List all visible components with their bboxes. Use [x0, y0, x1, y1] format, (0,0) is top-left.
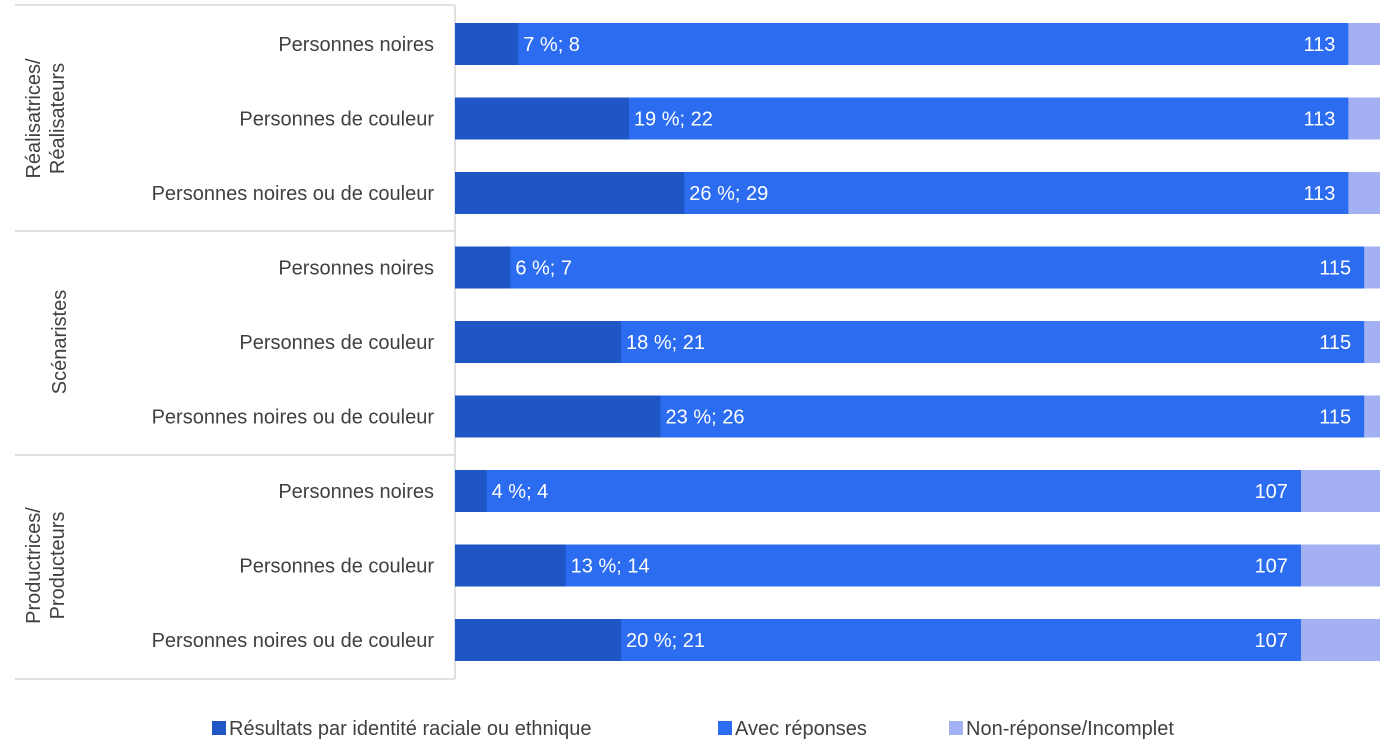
bar-resultats-identite — [455, 395, 661, 438]
bar-avec-reponses — [455, 470, 1301, 512]
data-label-total: 113 — [1303, 183, 1335, 205]
data-label-total: 115 — [1319, 258, 1351, 280]
bar-avec-reponses — [455, 23, 1349, 65]
group-label: Producteurs — [47, 512, 69, 620]
bar-resultats-identite — [455, 544, 566, 587]
bar-avec-reponses — [455, 544, 1301, 587]
data-label-identite: 7 %; 8 — [523, 34, 580, 56]
category-label: Personnes noires — [278, 481, 434, 503]
category-label: Personnes noires ou de couleur — [152, 630, 435, 652]
legend: Résultats par identité raciale ou ethniq… — [212, 718, 1174, 740]
group-label: Scénaristes — [49, 290, 71, 395]
legend-label: Non-réponse/Incomplet — [966, 718, 1174, 740]
bar-avec-reponses — [455, 246, 1365, 289]
data-label-total: 113 — [1303, 34, 1335, 56]
bar-resultats-identite — [455, 246, 511, 289]
data-label-identite: 4 %; 4 — [492, 481, 549, 503]
legend-label: Résultats par identité raciale ou ethniq… — [229, 718, 591, 740]
category-label: Personnes de couleur — [239, 109, 434, 131]
bar-resultats-identite — [455, 97, 629, 140]
category-label: Personnes noires ou de couleur — [152, 407, 435, 429]
data-label-total: 115 — [1319, 332, 1351, 354]
category-label: Personnes de couleur — [239, 556, 434, 578]
data-label-total: 107 — [1255, 556, 1288, 578]
data-label-total: 113 — [1303, 109, 1335, 131]
bar-resultats-identite — [455, 470, 487, 512]
category-label: Personnes noires — [278, 34, 434, 56]
data-label-identite: 20 %; 21 — [626, 630, 705, 652]
category-label: Personnes de couleur — [239, 332, 434, 354]
group-label: Productrices/ — [23, 507, 45, 624]
bar-resultats-identite — [455, 619, 622, 661]
legend-swatch — [212, 721, 226, 735]
category-label: Personnes noires ou de couleur — [152, 183, 435, 205]
bars-layer — [455, 23, 1380, 661]
data-label-identite: 18 %; 21 — [626, 332, 705, 354]
group-label: Réalisateurs — [47, 63, 69, 174]
legend-label: Avec réponses — [735, 718, 867, 740]
data-label-identite: 19 %; 22 — [634, 109, 713, 131]
legend-swatch — [718, 721, 732, 735]
category-label: Personnes noires — [278, 258, 434, 280]
labels-layer: Personnes noires 7 %; 8 113 Personnes de co… — [23, 34, 1351, 652]
data-label-total: 107 — [1255, 481, 1288, 503]
data-label-identite: 13 %; 14 — [571, 556, 650, 578]
data-label-identite: 26 %; 29 — [689, 183, 768, 205]
data-label-total: 107 — [1255, 630, 1288, 652]
legend-swatch — [949, 721, 963, 735]
bar-resultats-identite — [455, 172, 685, 214]
bar-resultats-identite — [455, 23, 519, 65]
group-label: Réalisatrices/ — [23, 58, 45, 178]
data-label-identite: 6 %; 7 — [515, 258, 572, 280]
data-label-identite: 23 %; 26 — [666, 407, 745, 429]
bar-resultats-identite — [455, 321, 622, 363]
data-label-total: 115 — [1319, 407, 1351, 429]
